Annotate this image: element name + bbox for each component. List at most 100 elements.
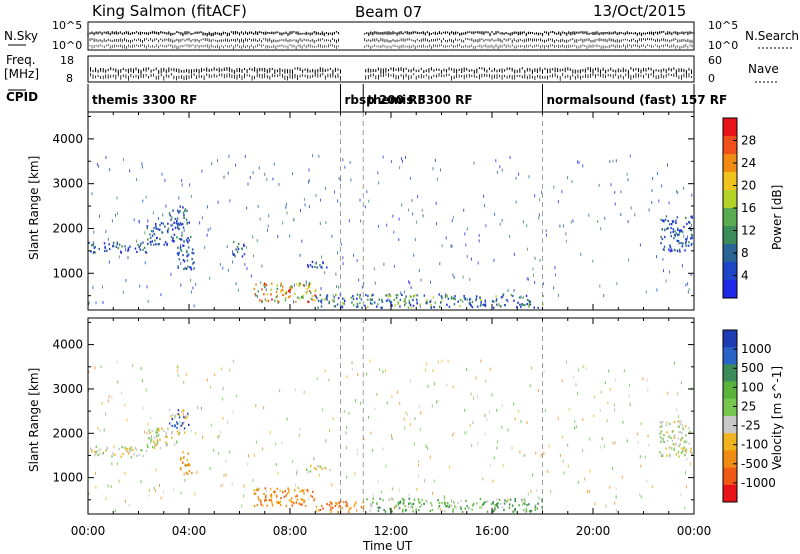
power-echo-region [168,205,190,231]
date-title: 13/Oct/2015 [593,2,686,20]
freq-strip: Freq. [MHz] 18 8 60 0 Nave [4,53,779,85]
x-tick-label: 04:00 [172,524,207,538]
colorbar-swatch [723,154,737,173]
x-tick-label: 00:00 [71,524,106,538]
power-ylabel: Slant Range [km] [27,156,41,260]
y-tick-label: 2000 [52,426,83,440]
nsky-strip: N.Sky 10^5 10^0 10^5 10^0 N.Search [4,19,799,52]
colorbar-swatch [723,262,737,281]
power-echo-region [232,240,246,258]
y-tick-label: 3000 [52,177,83,191]
power-echo-region [146,222,180,246]
cpid-segment-label: normalsound (fast) 157 RF [547,93,728,107]
colorbar-tick-label: -1000 [741,476,776,490]
colorbar-tick-label: 24 [741,156,756,170]
colorbar-swatch [723,433,737,451]
velocity-echo-region [253,486,316,508]
freq-tick-high: 18 [60,54,74,67]
power-echo-region [307,260,328,269]
velocity-echo-region [168,409,190,436]
colorbar-tick-label: 20 [741,179,756,193]
nsearch-label: N.Search [745,29,799,43]
velocity-panel: 1000 2000 3000 4000 Slant Range [km] [27,317,695,515]
nave-label: Nave [748,62,779,76]
nsky-trace-line [87,44,695,50]
nsky-tick-high: 10^5 [52,19,82,32]
freq-trace-line [87,67,692,75]
velocity-scatter [88,359,692,513]
colorbar-swatch [723,136,737,155]
velocity-echo-region [659,420,693,458]
cpid-segment-label: rbsp 200 RF [345,93,426,107]
velocity-echo-region [90,445,148,459]
cpid-label: CPID [6,90,38,104]
velocity-colorbar: 1000 500 100 25 -25 -100 -500 -1000 [722,329,776,503]
x-tick-label: 16:00 [475,524,510,538]
y-tick-label: 3000 [52,382,83,396]
velocity-echo-region [179,451,193,475]
velocity-colorbar-label: Velocity [m s^-1] [770,366,784,470]
colorbar-swatch [723,226,737,245]
colorbar-swatch [723,208,737,227]
power-colorbar-label: Power [dB] [770,185,784,250]
power-echo-region [88,241,148,254]
colorbar-tick-label: 25 [741,399,756,413]
y-tick-label: 4000 [52,132,83,146]
nsearch-tick-high: 10^5 [708,19,738,32]
nave-tick-low: 0 [708,72,715,85]
colorbar-swatch [723,484,737,503]
station-title: King Salmon (fitACF) [92,2,247,20]
colorbar-swatch [723,381,737,400]
cpid-segment-label: themis 3300 RF [92,93,197,107]
colorbar-tick-label: 28 [741,134,756,148]
colorbar-tick-label: 8 [741,246,749,260]
x-tick-label: 08:00 [273,524,308,538]
colorbar-tick-label: 12 [741,224,756,238]
y-tick-label: 4000 [52,338,83,352]
nsky-trace-line [87,31,695,37]
colorbar-tick-label: 1000 [741,342,772,356]
power-colorbar: 28 24 20 16 12 8 4 [722,117,756,299]
freq-tick-low: 8 [66,72,73,85]
beam-title: Beam 07 [355,3,422,21]
colorbar-swatch [723,450,737,468]
colorbar-tick-label: 4 [741,269,749,283]
freq-trace-line [87,73,692,81]
colorbar-swatch [723,398,737,417]
colorbar-swatch [723,330,737,348]
colorbar-swatch [723,280,737,299]
freq-unit: [MHz] [4,67,39,81]
nave-tick-high: 60 [708,54,722,67]
colorbar-swatch [723,172,737,191]
y-tick-label: 1000 [52,266,83,280]
velocity-echo-region [366,497,543,514]
power-echo-region [315,293,544,309]
colorbar-tick-label: -25 [741,419,761,433]
power-echo-region [660,215,693,253]
power-echo-region [176,234,195,271]
colorbar-swatch [723,190,737,209]
colorbar-swatch [723,416,737,434]
freq-label: Freq. [6,53,36,67]
y-tick-label: 2000 [52,221,83,235]
x-axis-label: Time UT [362,539,413,553]
x-tick-label: 20:00 [576,524,611,538]
power-echo-region [253,282,317,304]
x-tick-label: 12:00 [374,524,409,538]
velocity-ylabel: Slant Range [km] [27,368,41,472]
colorbar-tick-label: -500 [741,457,768,471]
colorbar-swatch [723,347,737,365]
y-tick-label: 1000 [52,471,83,485]
power-scatter [88,154,693,309]
velocity-echo-region [146,427,181,450]
colorbar-tick-label: 16 [741,201,756,215]
power-panel: 1000 2000 3000 4000 Slant Range [km] [27,111,695,311]
x-tick-label: 00:00 [677,524,712,538]
colorbar-swatch [723,118,737,137]
colorbar-swatch [723,364,737,382]
nsky-tick-low: 10^0 [52,39,82,52]
colorbar-tick-label: -100 [741,438,768,452]
nsearch-tick-low: 10^0 [708,39,738,52]
